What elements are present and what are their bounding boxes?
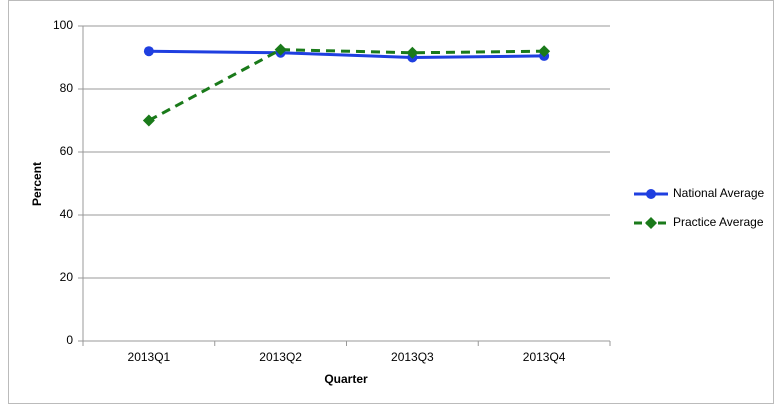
x-tick-label: 2013Q4 xyxy=(523,350,566,364)
data-point xyxy=(142,114,155,127)
y-tick-label: 20 xyxy=(60,270,74,284)
x-tick-label: 2013Q3 xyxy=(391,350,434,364)
legend-label: National Average xyxy=(673,186,765,200)
y-tick-label: 80 xyxy=(60,81,74,95)
chart-border xyxy=(8,0,774,404)
data-point xyxy=(143,46,154,57)
series-line xyxy=(148,49,545,60)
y-axis-label: Percent xyxy=(30,162,44,206)
data-point xyxy=(274,43,287,56)
y-tick-label: 0 xyxy=(66,333,73,347)
data-point xyxy=(538,45,551,58)
y-tick-label: 60 xyxy=(60,144,74,158)
y-tick-label: 100 xyxy=(53,18,73,32)
data-point xyxy=(406,46,419,59)
x-axis-label: Quarter xyxy=(324,372,368,386)
legend-label: Practice Average xyxy=(673,215,764,229)
x-tick-label: 2013Q1 xyxy=(128,350,171,364)
series-line xyxy=(148,48,545,122)
legend-marker xyxy=(645,217,657,229)
x-tick-label: 2013Q2 xyxy=(259,350,302,364)
y-tick-label: 40 xyxy=(60,207,74,221)
legend-marker xyxy=(646,189,656,199)
